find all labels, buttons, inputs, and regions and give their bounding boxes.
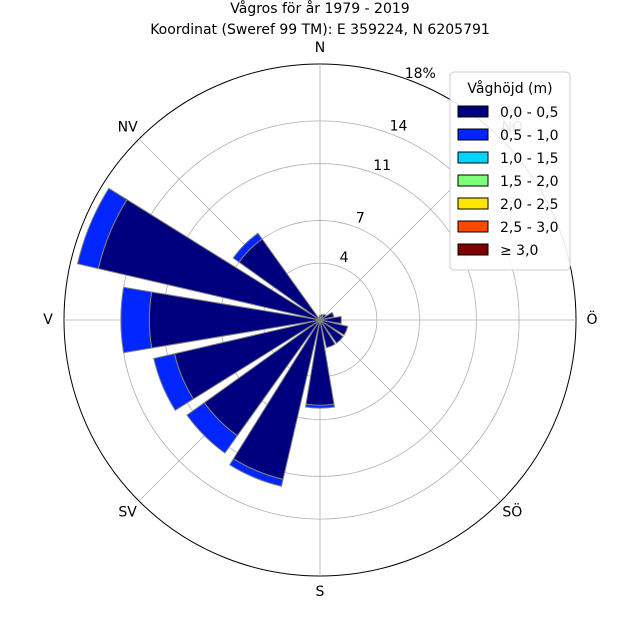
radial-tick-label: 18% [405,66,436,82]
rose-bar-segment [153,353,194,412]
direction-label: Ö [586,310,597,328]
rose-bar-segment [186,401,239,454]
rose-bar-segment [319,319,349,336]
legend-entry-label: 1,5 - 2,0 [500,174,558,190]
direction-label: SV [118,504,137,520]
legend-title: Våghöjd (m) [467,80,552,97]
rose-bar-segment [120,286,153,354]
legend-swatch [457,128,489,141]
legend-swatch [457,197,489,210]
direction-label: V [43,312,53,328]
rose-bar-segment [228,458,284,487]
legend: Våghöjd (m) 0,0 - 0,5 0,5 - 1,0 1,0 - 1,5 1,… [449,71,571,271]
rose-bar-segment [76,187,128,270]
grid-spoke [319,319,502,502]
legend-entry-label: 0,5 - 1,0 [500,128,558,144]
radial-tick-label: 4 [340,250,349,266]
rose-bar-segment [319,311,335,321]
rose-bars [76,187,349,487]
legend-entry-label: 0,0 - 0,5 [500,105,558,121]
legend-swatch [457,243,489,256]
legend-swatch [457,151,489,164]
radial-tick-label: 11 [373,158,391,174]
legend-entry-label: ≥ 3,0 [500,243,538,259]
rose-bar-segment [232,232,263,263]
direction-label: S [316,584,325,600]
radial-tick-label: 14 [390,119,408,135]
radial-tick-label: 7 [356,210,365,226]
rose-bar-segment [319,315,342,325]
chart-title: Vågros för år 1979 - 2019 [230,0,409,17]
rose-bar-segment [319,319,336,349]
direction-label: SÖ [502,502,522,520]
direction-label: N [315,40,325,56]
legend-swatch [457,174,489,187]
legend-entry-label: 1,0 - 1,5 [500,151,558,167]
legend-entry-label: 2,5 - 3,0 [500,220,558,236]
legend-swatch [457,220,489,233]
rose-bar-segment [319,319,344,344]
rose-bar-segment [304,403,336,409]
legend-entry-label: 2,0 - 2,5 [500,197,558,213]
rose-bar-segment [317,316,321,321]
direction-label: NV [118,120,138,136]
legend-swatch [457,105,489,118]
legend-box [449,71,571,271]
chart-subtitle: Koordinat (Sweref 99 TM): E 359224, N 62… [150,22,490,38]
